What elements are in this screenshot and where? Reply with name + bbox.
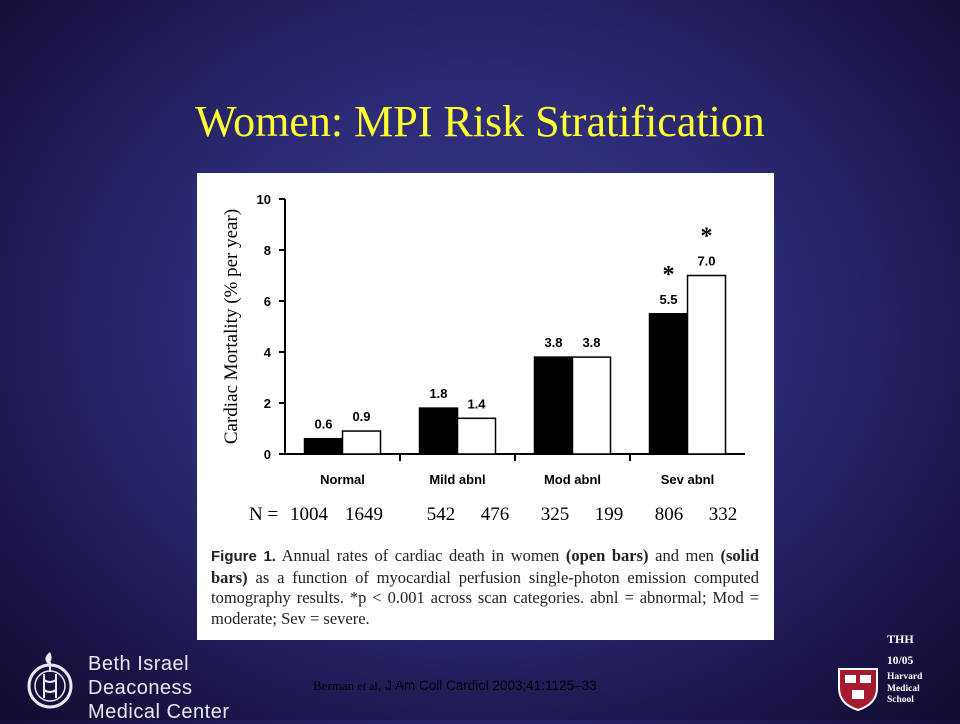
caption-bold-1: (open bars) <box>565 546 649 565</box>
caption-text-2: and men <box>648 546 721 565</box>
bar <box>648 313 689 455</box>
bidmc-name-line2: Medical Center <box>88 701 230 723</box>
data-label: 3.8 <box>582 335 600 350</box>
y-axis-label: Cardiac Mortality (% per year) <box>221 209 242 444</box>
n-value: 1649 <box>345 504 383 525</box>
n-prefix: N = <box>249 504 278 525</box>
y-tick-label: 0 <box>264 447 271 462</box>
n-value: 199 <box>595 504 624 525</box>
x-tick-label: Mild abnl <box>429 472 485 487</box>
harvard-line1: Harvard <box>887 672 923 682</box>
data-label: 7.0 <box>697 254 715 269</box>
caption-label: Figure 1. <box>211 548 276 565</box>
data-label: 5.5 <box>659 292 677 307</box>
citation-journal: , J Am Coll Cardiol 2003;41:1125–33 <box>377 678 597 693</box>
bar <box>456 417 497 455</box>
bar <box>533 356 574 455</box>
harvard-line2: Medical <box>887 683 920 694</box>
n-value: 476 <box>481 504 510 525</box>
data-label: 3.8 <box>544 335 562 350</box>
data-label: 0.9 <box>352 409 370 424</box>
harvard-shield-icon <box>838 668 878 712</box>
figure-caption: Figure 1. Annual rates of cardiac death … <box>211 546 759 629</box>
data-label: 0.6 <box>314 417 332 432</box>
data-label: 1.8 <box>429 386 447 401</box>
x-tick-label: Mod abnl <box>544 472 601 487</box>
bar <box>303 437 344 455</box>
author-initials: THH <box>887 632 914 646</box>
x-tick-label: Normal <box>320 472 365 487</box>
mortality-bar-chart: 0 2 4 6 8 10 Cardiac Mortality (% per year) Nor… <box>221 192 745 525</box>
significance-star: * <box>701 224 713 250</box>
n-value: 806 <box>655 504 684 525</box>
bar <box>571 356 612 455</box>
figure-panel: 0 2 4 6 8 10 Cardiac Mortality (% per year) Nor… <box>197 173 774 640</box>
citation-authors: Berman <box>313 678 358 693</box>
bar <box>341 430 382 455</box>
y-tick-label: 10 <box>257 192 271 207</box>
bidmc-emblem-icon <box>27 652 73 709</box>
harvard-name: Harvard Medical School <box>887 672 922 707</box>
n-value: 1004 <box>290 504 329 525</box>
citation-etal: et al <box>357 679 378 693</box>
n-value: 332 <box>709 504 738 525</box>
y-tick-label: 2 <box>264 396 271 411</box>
n-value: 542 <box>427 504 456 525</box>
harvard-line3: School <box>887 695 914 705</box>
bidmc-logo: Beth Israel Deaconess Medical Center <box>24 648 284 723</box>
bar <box>686 274 727 455</box>
slide-title: Women: MPI Risk Stratification <box>195 97 765 146</box>
n-value: 325 <box>541 504 570 525</box>
caption-bold-2: (solid bars) <box>211 546 760 587</box>
y-tick-label: 8 <box>264 243 271 258</box>
bidmc-name-line1: Beth Israel Deaconess <box>88 653 193 699</box>
data-label: 1.4 <box>467 396 486 411</box>
y-tick-label: 6 <box>264 294 271 309</box>
slide-date: 10/05 <box>887 655 914 667</box>
caption-text-3: as a function of myocardial perfusion si… <box>211 567 759 628</box>
caption-text-1: Annual rates of cardiac death in women <box>275 546 566 565</box>
significance-star: * <box>663 262 675 288</box>
x-tick-label: Sev abnl <box>661 472 714 487</box>
y-tick-label: 4 <box>264 345 272 360</box>
citation: Berman et al, J Am Coll Cardiol 2003;41:… <box>313 676 653 696</box>
bar <box>418 407 459 455</box>
